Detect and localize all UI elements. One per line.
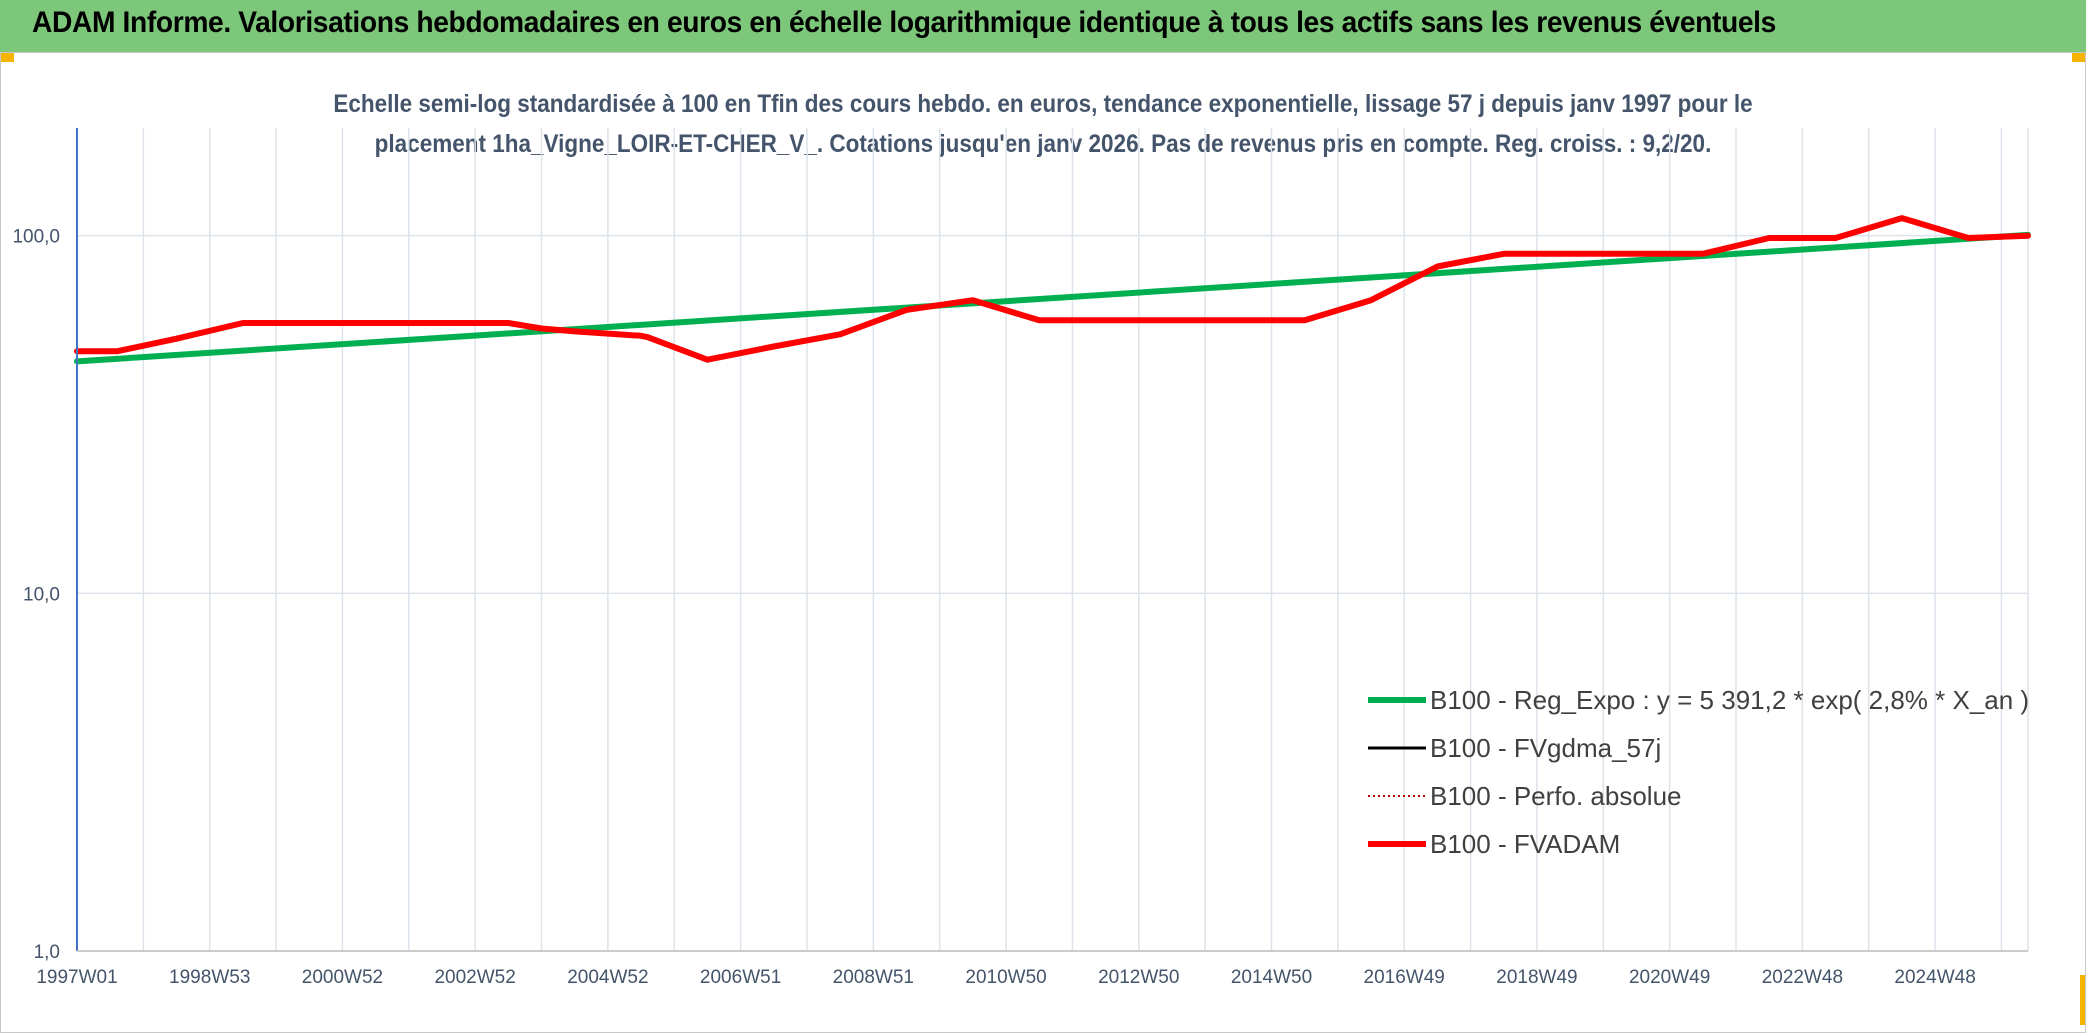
x-tick-label: 1997W01 — [36, 967, 117, 988]
chart-subtitle: Echelle semi-log standardisée à 100 en T… — [0, 84, 2086, 164]
series-lines — [74, 215, 2031, 365]
report-title: ADAM Informe. Valorisations hebdomadaire… — [32, 6, 1776, 39]
y-tick-label: 100,0 — [12, 227, 60, 248]
x-tick-label: 2010W50 — [965, 967, 1046, 988]
legend-label: B100 - Perfo. absolue — [1430, 781, 1682, 811]
corner-accent-right — [2072, 52, 2086, 62]
series-line-3 — [74, 215, 2031, 363]
x-tick-label: 2018W49 — [1496, 967, 1577, 988]
chart-legend: B100 - Reg_Expo : y = 5 391,2 * exp( 2,8… — [1368, 685, 2029, 859]
chart-subtitle-line-1: Echelle semi-log standardisée à 100 en T… — [333, 90, 1753, 118]
report-header: ADAM Informe. Valorisations hebdomadaire… — [0, 0, 2086, 52]
x-tick-label: 2024W48 — [1894, 967, 1975, 988]
y-tick-label: 10,0 — [23, 584, 60, 605]
x-tick-label: 2022W48 — [1762, 967, 1843, 988]
x-tick-label: 2004W52 — [567, 967, 648, 988]
corner-accent-left — [0, 52, 14, 62]
x-tick-label: 2014W50 — [1231, 967, 1312, 988]
x-tick-label: 2008W51 — [833, 967, 914, 988]
chart-subtitle-line-2: placement 1ha_Vigne_LOIR-ET-CHER_V_. Cot… — [374, 130, 1712, 158]
legend-label: B100 - FVADAM — [1430, 829, 1620, 859]
legend-label: B100 - FVgdma_57j — [1430, 733, 1661, 763]
x-tick-label: 2016W49 — [1364, 967, 1445, 988]
x-tick-label: 2012W50 — [1098, 967, 1179, 988]
y-tick-label: 1,0 — [34, 942, 60, 963]
x-tick-label: 2002W52 — [434, 967, 515, 988]
x-tick-label: 1998W53 — [169, 967, 250, 988]
x-tick-label: 2006W51 — [700, 967, 781, 988]
x-tick-label: 2020W49 — [1629, 967, 1710, 988]
axes: 1,0 10,0 100,0 1997W01 1998W53 2000W52 2002W52… — [12, 128, 2028, 988]
corner-accent-bottom-right — [2080, 975, 2086, 1025]
legend-label: B100 - Reg_Expo : y = 5 391,2 * exp( 2,8… — [1430, 685, 2029, 715]
x-tick-label: 2000W52 — [302, 967, 383, 988]
